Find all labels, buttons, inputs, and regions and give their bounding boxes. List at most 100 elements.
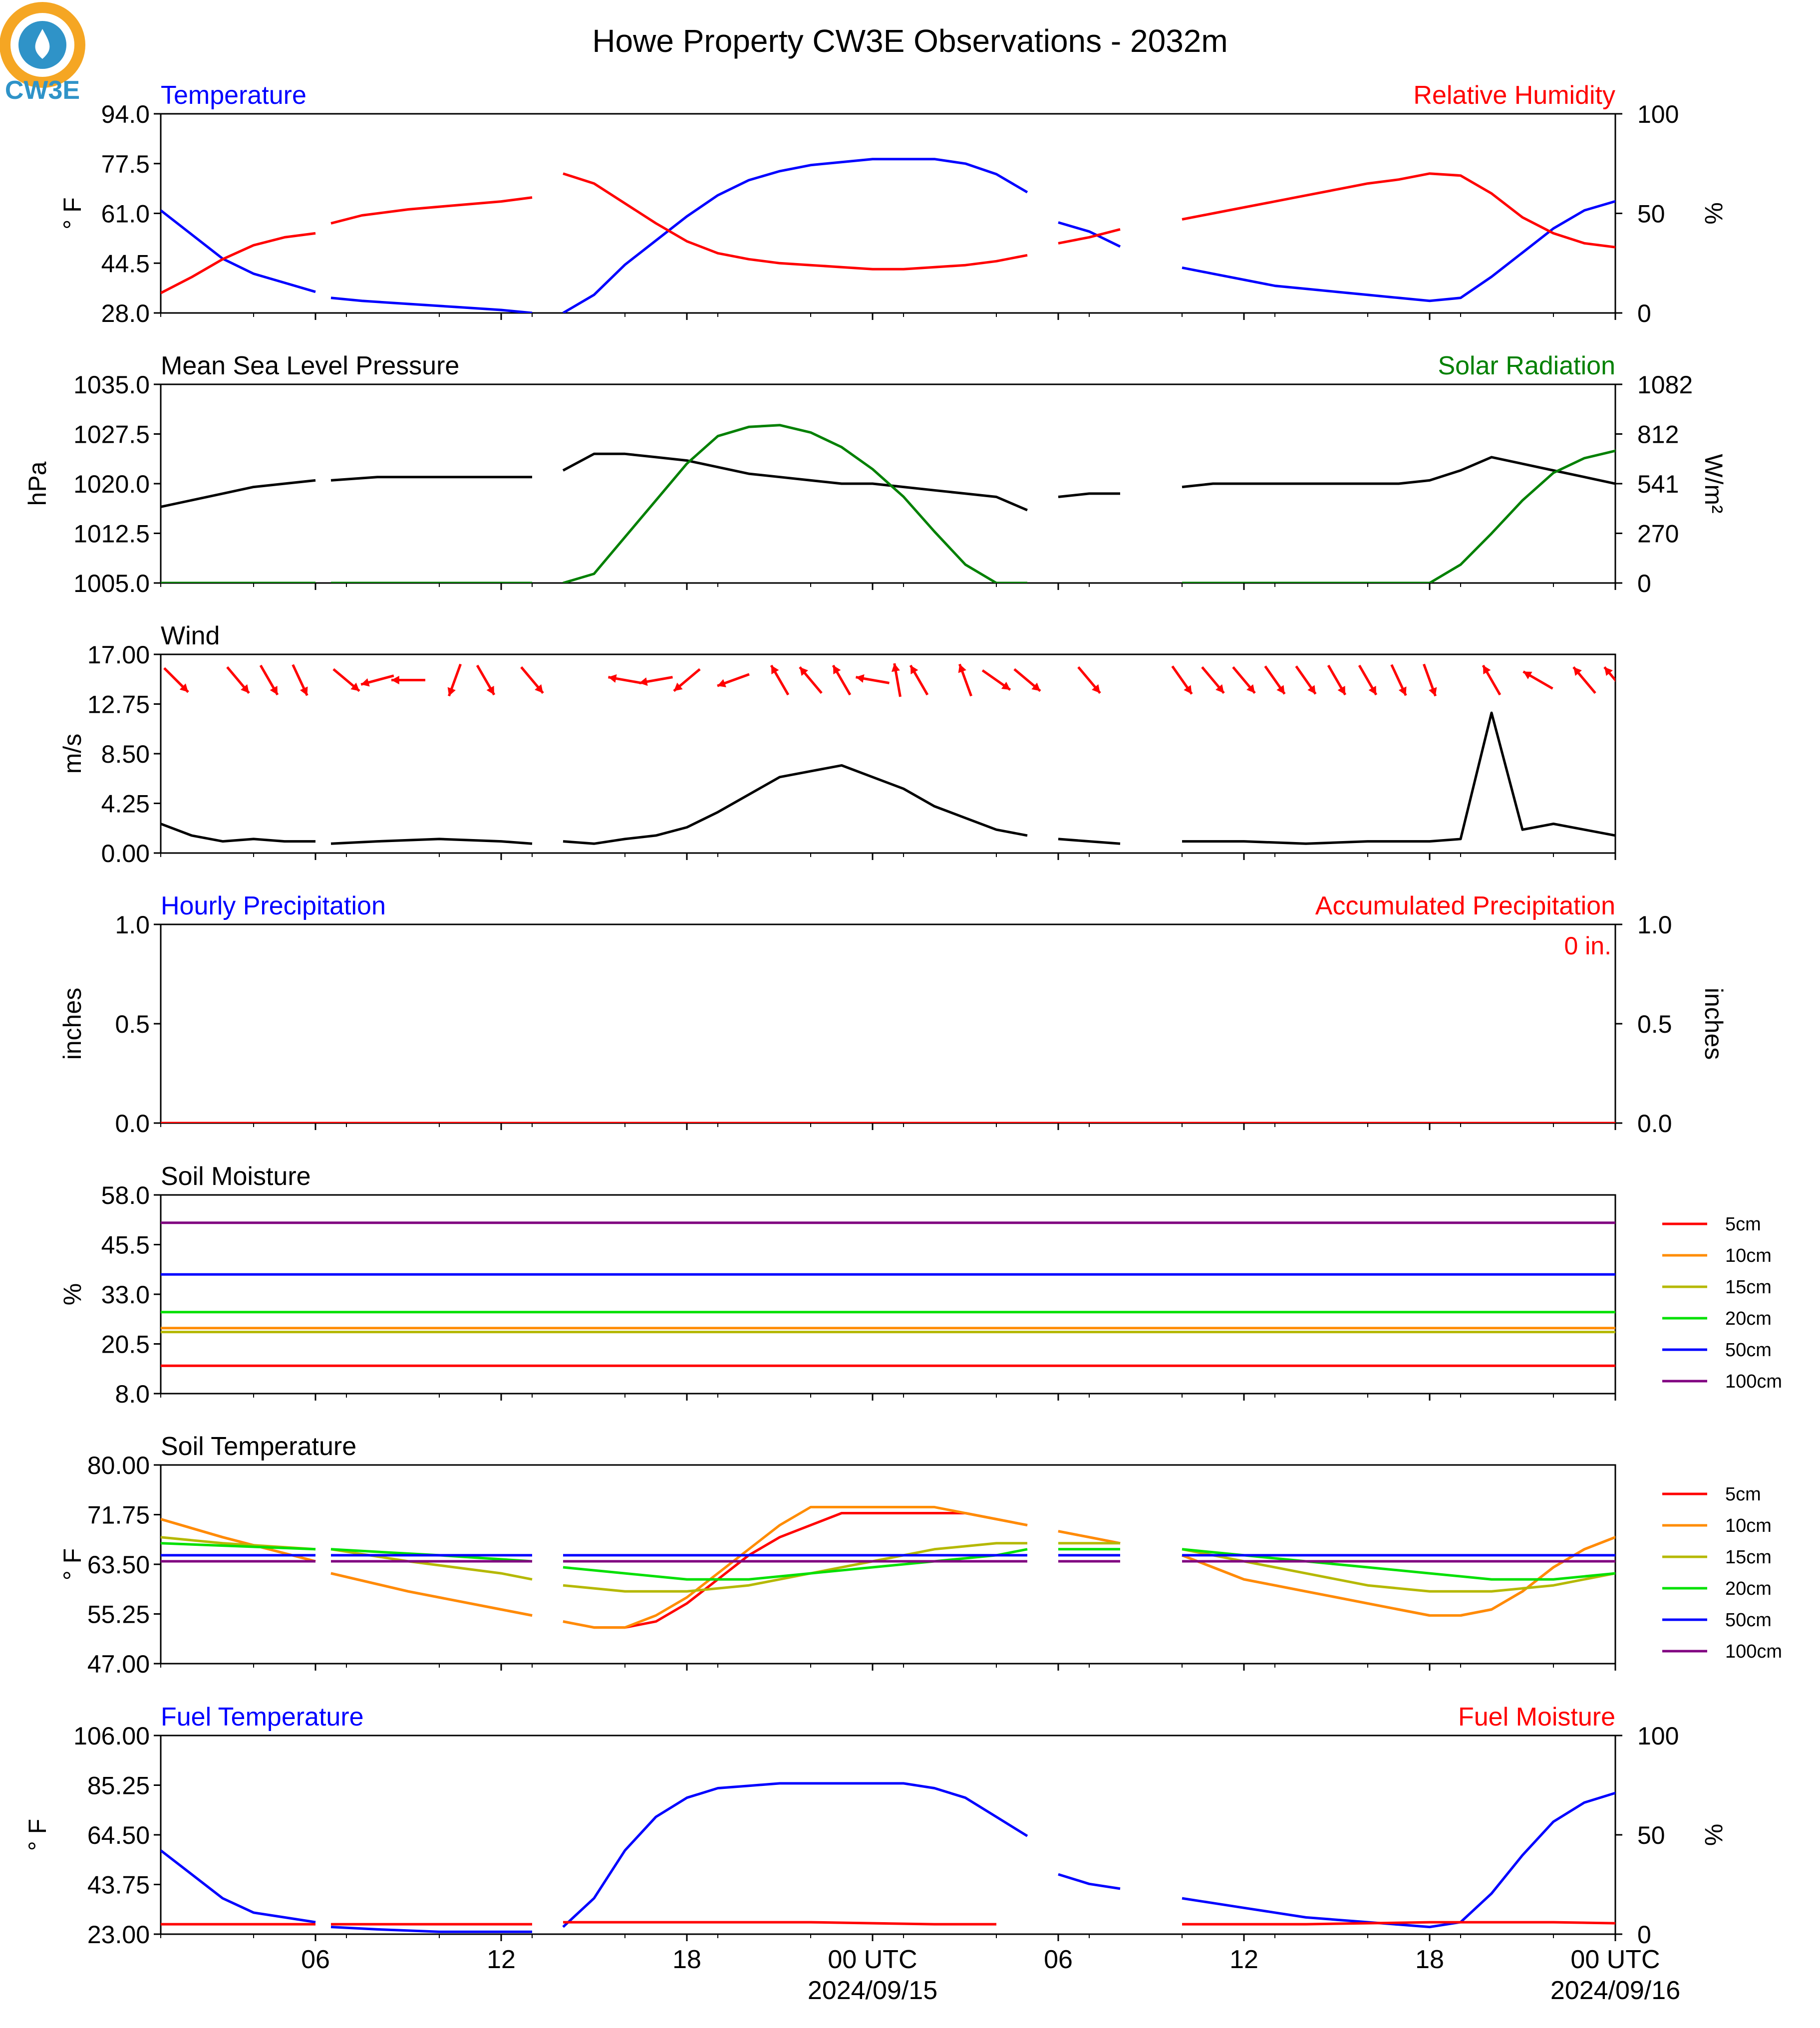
wind-arrow-head xyxy=(1307,685,1316,694)
panel-wind: Wind 17.00 12.75 8.50 4.25 0.00 m/s xyxy=(58,621,1616,868)
right-tick-label: 100 xyxy=(1637,1722,1679,1750)
left-tick-label: 55.25 xyxy=(87,1601,150,1629)
legend-label: 50cm xyxy=(1725,1610,1772,1631)
right-axis-label: W/m² xyxy=(1700,454,1728,513)
left-tick-label: 4.25 xyxy=(101,790,150,818)
wind-arrow-head xyxy=(486,685,494,695)
wind-arrow-head xyxy=(1573,667,1582,676)
left-axis-label: inches xyxy=(58,988,86,1060)
left-tick-label: 80.00 xyxy=(87,1451,150,1479)
wind-arrow-head xyxy=(361,678,370,687)
left-tick-label: 0.00 xyxy=(101,840,150,868)
chart-title: Howe Property CW3E Observations - 2032m xyxy=(592,23,1227,59)
legend-label: 100cm xyxy=(1725,1641,1782,1662)
series-line-red xyxy=(161,172,1615,294)
wind-arrow-head xyxy=(1368,685,1376,695)
left-axis-label: hPa xyxy=(23,461,51,506)
left-tick-label: 0.5 xyxy=(115,1010,150,1038)
panel-soil_temp: Soil Temperature 80.00 71.75 63.50 55.25 47.0… xyxy=(58,1432,1782,1678)
legend: 5cm 10cm 15cm 20cm 50cm 100cm xyxy=(1662,1214,1782,1392)
x-tick-label: 06 xyxy=(1044,1945,1073,1974)
panel-series xyxy=(161,1505,1615,1629)
right-axis-label: % xyxy=(1700,202,1728,224)
wind-arrow-head xyxy=(800,667,808,676)
wind-arrow-head xyxy=(447,687,456,696)
panel-right-title: Relative Humidity xyxy=(1413,81,1615,110)
right-tick-label: 541 xyxy=(1637,470,1679,498)
legend-label: 100cm xyxy=(1725,1371,1782,1392)
x-tick-label: 12 xyxy=(1229,1945,1258,1974)
legend-label: 20cm xyxy=(1725,1308,1772,1329)
panel-series xyxy=(161,1782,1615,1933)
left-tick-label: 1020.0 xyxy=(73,470,150,498)
left-tick-label: 44.5 xyxy=(101,250,150,278)
left-axis-label: ° F xyxy=(58,197,86,229)
left-tick-label: 12.75 xyxy=(87,691,150,719)
panel-fuel: Fuel Temperature Fuel Moisture 106.00 85.25… xyxy=(23,1703,1728,1949)
left-tick-label: 64.50 xyxy=(87,1821,150,1849)
right-tick-label: 50 xyxy=(1637,1821,1665,1849)
left-tick-label: 63.50 xyxy=(87,1551,150,1579)
panel-left-title: Temperature xyxy=(161,81,306,110)
legend-label: 15cm xyxy=(1725,1547,1772,1568)
wind-arrow-head xyxy=(1483,665,1491,675)
left-tick-label: 20.5 xyxy=(101,1331,150,1359)
x-tick-label: 00 UTC xyxy=(828,1945,917,1974)
wind-arrow-head xyxy=(179,683,189,692)
panel-right-title: Fuel Moisture xyxy=(1458,1703,1615,1732)
wind-arrow-head xyxy=(350,682,360,691)
cw3e-logo: CW3E xyxy=(0,2,85,105)
x-date-label: 2024/09/15 xyxy=(808,1976,937,2005)
legend-label: 20cm xyxy=(1725,1578,1772,1599)
left-tick-label: 77.5 xyxy=(101,150,150,178)
left-tick-label: 61.0 xyxy=(101,200,150,228)
right-tick-label: 270 xyxy=(1637,520,1679,548)
wind-arrow-head xyxy=(958,664,966,673)
left-tick-label: 8.50 xyxy=(101,740,150,768)
series-line-black xyxy=(161,711,1615,845)
left-tick-label: 45.5 xyxy=(101,1231,150,1259)
right-tick-label: 1.0 xyxy=(1637,911,1672,939)
series-line-black xyxy=(161,452,1615,512)
x-tick-label: 12 xyxy=(487,1945,516,1974)
wind-arrow-head xyxy=(391,675,399,685)
panel-right-title: Solar Radiation xyxy=(1438,351,1615,380)
wind-arrow-head xyxy=(535,684,543,693)
left-tick-label: 47.00 xyxy=(87,1650,150,1678)
left-tick-label: 85.25 xyxy=(87,1772,150,1800)
wind-arrow-head xyxy=(608,674,617,683)
left-tick-label: 1012.5 xyxy=(73,520,150,548)
panel-left-title: Hourly Precipitation xyxy=(161,891,386,920)
panel-precip: Hourly Precipitation Accumulated Precipit… xyxy=(58,891,1728,1138)
panel-series xyxy=(161,663,1615,845)
wind-arrow-head xyxy=(891,663,900,672)
panel-series xyxy=(161,424,1615,583)
series-line-blue xyxy=(161,1782,1615,1933)
left-axis-label: % xyxy=(58,1283,86,1305)
right-axis-label: % xyxy=(1700,1824,1728,1846)
left-tick-label: 1.0 xyxy=(115,911,150,939)
wind-arrow-head xyxy=(639,677,648,686)
left-axis-label: m/s xyxy=(58,734,86,774)
left-tick-label: 1035.0 xyxy=(73,371,150,399)
wind-arrow-head xyxy=(1031,682,1041,691)
wind-arrow-head xyxy=(300,686,308,696)
logo-text: CW3E xyxy=(5,76,80,105)
wind-arrow-head xyxy=(771,665,779,675)
wind-arrow-head xyxy=(1604,667,1613,676)
left-tick-label: 8.0 xyxy=(115,1380,150,1408)
wind-arrow-head xyxy=(270,685,278,695)
panel-series xyxy=(161,1221,1615,1367)
right-tick-label: 1082 xyxy=(1637,371,1693,399)
left-tick-label: 23.00 xyxy=(87,1921,150,1949)
panel-left-title: Fuel Temperature xyxy=(161,1703,364,1732)
right-tick-label: 812 xyxy=(1637,421,1679,449)
chart-panels: Temperature Relative Humidity 94.0 77.5 61.0… xyxy=(23,81,1782,1949)
accumulated-annotation: 0 in. xyxy=(1564,932,1611,960)
left-tick-label: 58.0 xyxy=(101,1181,150,1209)
left-tick-label: 1005.0 xyxy=(73,570,150,597)
right-tick-label: 0 xyxy=(1637,570,1651,597)
legend-label: 5cm xyxy=(1725,1484,1761,1505)
right-tick-label: 100 xyxy=(1637,100,1679,128)
